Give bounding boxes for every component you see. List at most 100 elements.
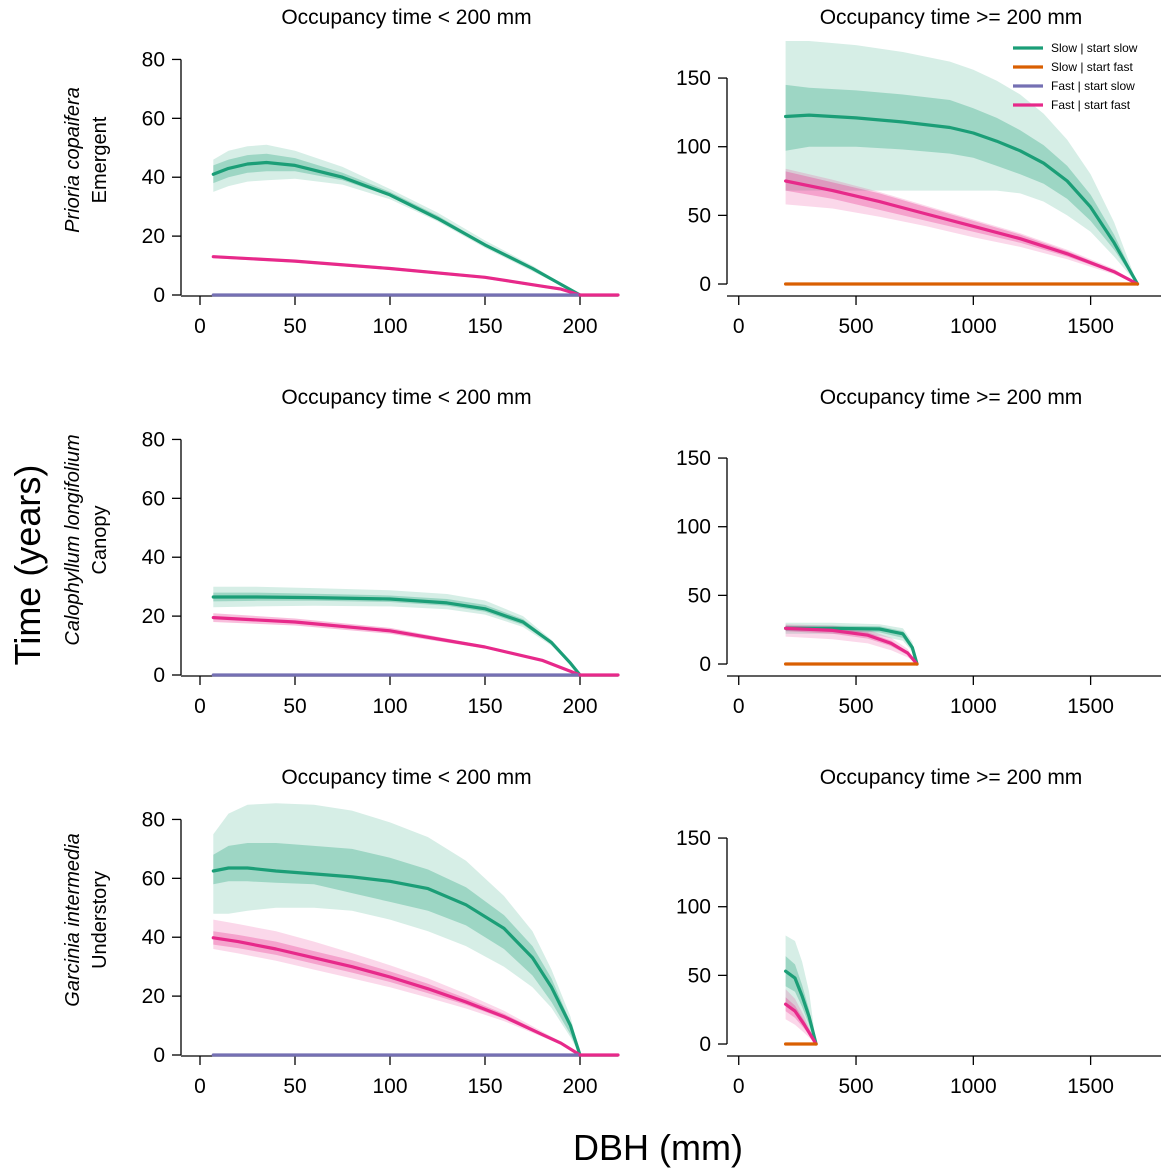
row-species-label: Calophyllum longifolium — [62, 434, 84, 645]
panels: Occupancy time < 200 mm 0 20 40 60 80 0 50 100 15… — [142, 6, 1161, 1098]
x-tick-label: 50 — [283, 1075, 306, 1098]
slow-start-slow-inner-band — [213, 843, 581, 1055]
x-tick-label: 0 — [733, 695, 745, 718]
x-tick-label: 0 — [733, 1075, 745, 1098]
fast-start-fast-line — [783, 626, 919, 666]
fast-start-fast-line — [783, 1002, 818, 1046]
x-tick-label: 50 — [283, 315, 306, 338]
x-tick-label: 1000 — [950, 695, 997, 718]
x-tick-label: 500 — [839, 695, 874, 718]
y-tick-label: 80 — [142, 428, 165, 451]
fast-start-fast-line — [211, 936, 582, 1057]
y-tick-label: 60 — [142, 487, 165, 510]
y-tick-label: 0 — [699, 653, 711, 676]
y-tick-label: 20 — [142, 985, 165, 1008]
x-axis-title: DBH (mm) — [573, 1127, 743, 1168]
x-tick-label: 150 — [467, 1075, 502, 1098]
legend-label: Slow | start fast — [1051, 60, 1133, 74]
slow-start-slow-inner-band — [213, 592, 581, 675]
y-tick-label: 60 — [142, 107, 165, 130]
x-tick-label: 150 — [467, 315, 502, 338]
x-tick-label: 0 — [733, 315, 745, 338]
slow-start-slow-outer-band — [785, 41, 1138, 284]
x-tick-label: 200 — [562, 1075, 597, 1098]
panel-title: Occupancy time < 200 mm — [281, 766, 531, 789]
row-label-0: Prioria copaifera Emergent — [62, 87, 111, 233]
x-tick-label: 100 — [372, 315, 407, 338]
slow-start-slow-line — [783, 969, 818, 1046]
x-tick-label: 50 — [283, 695, 306, 718]
row-label-1: Calophyllum longifolium Canopy — [62, 434, 111, 645]
legend-label: Fast | start slow — [1051, 79, 1135, 93]
y-tick-label: 0 — [699, 1033, 711, 1056]
legend-label: Slow | start slow — [1051, 41, 1138, 55]
y-tick-label: 80 — [142, 48, 165, 71]
y-tick-label: 60 — [142, 867, 165, 890]
y-tick-label: 80 — [142, 808, 165, 831]
x-tick-label: 0 — [194, 1075, 206, 1098]
y-tick-label: 50 — [688, 584, 711, 607]
panel-title: Occupancy time < 200 mm — [281, 386, 531, 409]
y-tick-label: 40 — [142, 546, 165, 569]
panel-0-0: Occupancy time < 200 mm 0 20 40 60 80 0 50 100 15… — [142, 6, 620, 338]
y-tick-label: 0 — [153, 1044, 165, 1067]
row-stratum-label: Emergent — [89, 116, 111, 203]
x-tick-label: 1000 — [950, 1075, 997, 1098]
slow-start-slow-inner-band — [213, 153, 581, 295]
y-tick-label: 150 — [676, 827, 711, 850]
fast-start-fast-outer-band — [785, 168, 1138, 284]
slow-start-slow-line — [211, 866, 582, 1057]
fast-start-fast-outer-band — [785, 624, 917, 664]
panel-1-1: Occupancy time >= 200 mm 0 50 100 1500 500 100… — [676, 386, 1161, 718]
legend-label: Fast | start fast — [1051, 98, 1131, 112]
y-tick-label: 0 — [153, 664, 165, 687]
x-tick-label: 1000 — [950, 315, 997, 338]
row-species-label: Garcinia intermedia — [62, 833, 84, 1006]
x-tick-label: 100 — [372, 695, 407, 718]
x-tick-label: 1500 — [1067, 315, 1114, 338]
y-tick-label: 20 — [142, 225, 165, 248]
slow-start-slow-line — [211, 595, 582, 677]
row-species-label: Prioria copaifera — [62, 87, 84, 233]
fast-start-fast-outer-band — [213, 919, 581, 1055]
y-axis-title: Time (years) — [7, 465, 48, 666]
panel-2-0: Occupancy time < 200 mm 0 20 40 60 80 0 50 100 15… — [142, 766, 620, 1098]
y-tick-label: 100 — [676, 896, 711, 919]
slow-start-slow-outer-band — [213, 144, 581, 295]
x-tick-label: 0 — [194, 695, 206, 718]
slow-start-slow-line — [783, 626, 919, 666]
x-tick-label: 150 — [467, 695, 502, 718]
x-tick-label: 200 — [562, 695, 597, 718]
panel-title: Occupancy time < 200 mm — [281, 6, 531, 29]
x-tick-label: 1500 — [1067, 1075, 1114, 1098]
y-tick-label: 40 — [142, 926, 165, 949]
x-tick-label: 500 — [839, 1075, 874, 1098]
y-tick-label: 40 — [142, 166, 165, 189]
y-tick-label: 100 — [676, 516, 711, 539]
panel-title: Occupancy time >= 200 mm — [820, 386, 1083, 409]
x-tick-label: 1500 — [1067, 695, 1114, 718]
y-tick-label: 20 — [142, 605, 165, 628]
slow-start-slow-inner-band — [785, 84, 1138, 285]
y-tick-label: 150 — [676, 67, 711, 90]
fast-start-fast-line — [211, 255, 582, 297]
x-tick-label: 500 — [839, 315, 874, 338]
y-tick-label: 100 — [676, 136, 711, 159]
y-tick-label: 0 — [699, 273, 711, 296]
panel-1-0: Occupancy time < 200 mm 0 20 40 60 80 0 50 100 15… — [142, 386, 620, 718]
x-tick-label: 200 — [562, 315, 597, 338]
fast-start-fast-line — [783, 179, 1140, 286]
fast-start-fast-line — [211, 615, 582, 677]
row-stratum-label: Understory — [89, 871, 111, 969]
panel-title: Occupancy time >= 200 mm — [820, 766, 1083, 789]
slow-start-slow-line — [211, 160, 582, 297]
slow-start-slow-outer-band — [785, 622, 917, 664]
x-tick-label: 0 — [194, 315, 206, 338]
row-stratum-label: Canopy — [89, 506, 111, 575]
y-tick-label: 0 — [153, 284, 165, 307]
panel-title: Occupancy time >= 200 mm — [820, 6, 1083, 29]
y-tick-label: 50 — [688, 964, 711, 987]
